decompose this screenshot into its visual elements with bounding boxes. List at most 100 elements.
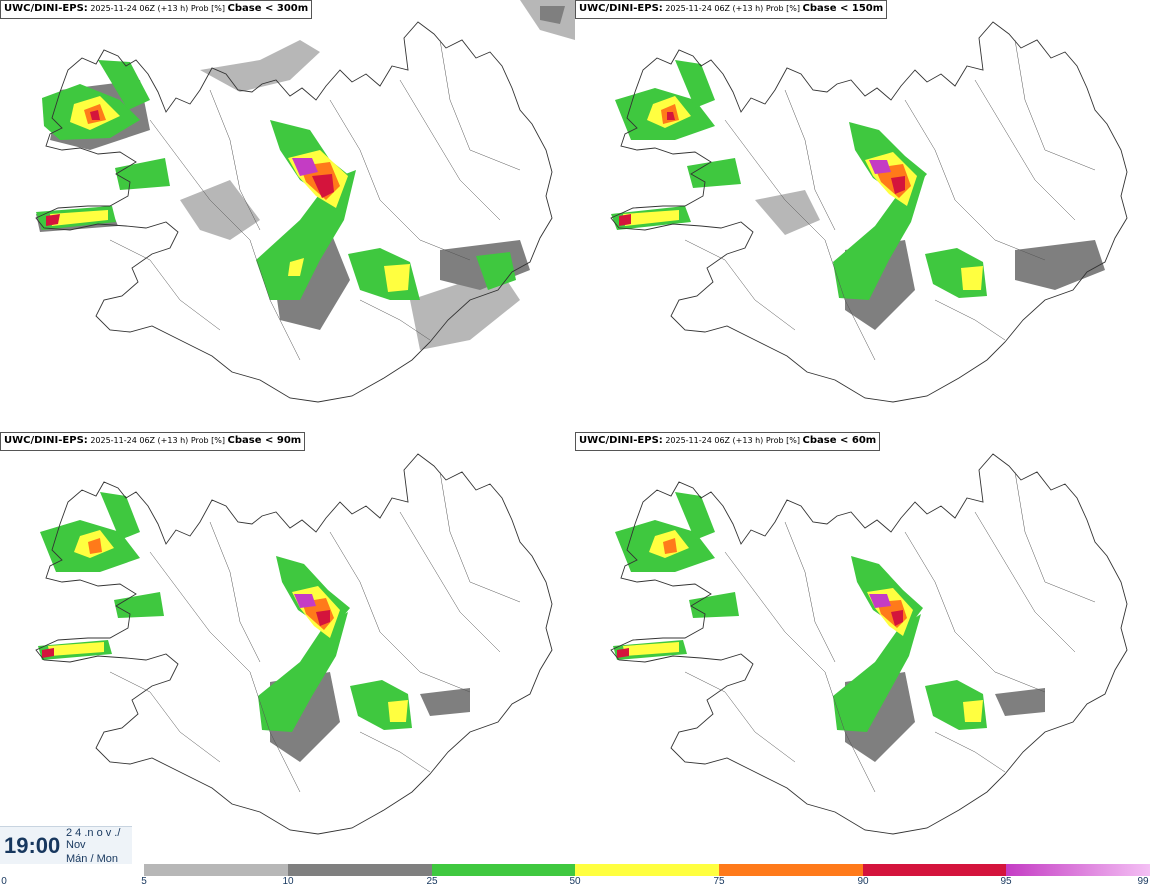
- region-boundary: [439, 471, 521, 603]
- region-boundary: [1014, 39, 1096, 171]
- probability-area: [46, 214, 60, 226]
- panel-title: UWC/DINI-EPS: 2025-11-24 06Z (+13 h) Pro…: [575, 0, 888, 19]
- probability-area: [961, 266, 983, 290]
- colorbar-segment: [144, 864, 288, 876]
- colorbar-tick-label: 75: [713, 876, 725, 887]
- region-boundary: [724, 551, 876, 793]
- region-boundary: [209, 89, 261, 231]
- probability-area: [50, 210, 108, 226]
- region-boundary: [149, 551, 301, 793]
- probability-area: [891, 176, 905, 194]
- probability-area: [755, 190, 820, 235]
- colorbar-tick-label: 50: [569, 876, 581, 887]
- probability-area: [663, 538, 677, 554]
- probability-area: [540, 6, 565, 24]
- probability-area: [200, 40, 320, 92]
- region-boundary: [974, 79, 1076, 221]
- valid-time-box: 19:00 2 4 .n o v ./ Nov Mán / Mon: [0, 826, 132, 867]
- probability-layer: [613, 492, 1045, 762]
- probability-area: [384, 264, 410, 292]
- valid-time: 19:00: [4, 833, 61, 858]
- probability-area: [687, 158, 741, 188]
- probability-area: [891, 610, 903, 626]
- region-boundary: [934, 299, 1006, 341]
- valid-month: Nov: [66, 839, 86, 851]
- colorbar-segment: [432, 864, 575, 876]
- probability-area: [114, 592, 164, 618]
- region-boundary: [904, 531, 1046, 693]
- probability-area: [623, 642, 679, 656]
- panel-title: UWC/DINI-EPS: 2025-11-24 06Z (+13 h) Pro…: [0, 432, 306, 451]
- region-boundary: [399, 79, 501, 221]
- coastline: [610, 453, 1128, 835]
- probability-area: [312, 174, 334, 198]
- region-boundary: [784, 521, 836, 663]
- region-boundary: [329, 99, 471, 261]
- colorbar-tick-label: 25: [426, 876, 438, 887]
- iceland-map: [35, 0, 575, 403]
- probability-area: [689, 592, 739, 618]
- region-boundary: [904, 99, 1046, 261]
- region-boundary: [974, 511, 1076, 653]
- probability-layer: [611, 60, 1105, 330]
- region-boundary: [934, 731, 1006, 773]
- probability-area: [869, 594, 891, 608]
- colorbar-segment: [288, 864, 432, 876]
- probability-area: [420, 688, 470, 716]
- iceland-map: [610, 21, 1128, 403]
- colorbar-segment: [719, 864, 863, 876]
- colorbar-tick-label: 99: [1137, 876, 1149, 887]
- map-panel-90m: UWC/DINI-EPS: 2025-11-24 06Z (+13 h) Pro…: [0, 432, 575, 864]
- probability-area: [48, 642, 104, 656]
- probability-area: [258, 612, 348, 732]
- probability-area: [388, 700, 408, 722]
- region-boundary: [359, 299, 431, 341]
- probability-area: [100, 492, 140, 540]
- colorbar-tick-label: 10: [282, 876, 294, 887]
- region-boundary: [209, 521, 261, 663]
- probability-area: [98, 60, 150, 110]
- probability-area: [675, 60, 715, 108]
- map-panel-60m: UWC/DINI-EPS: 2025-11-24 06Z (+13 h) Pro…: [575, 432, 1150, 864]
- map-panel-150m: UWC/DINI-EPS: 2025-11-24 06Z (+13 h) Pro…: [575, 0, 1150, 432]
- probability-area: [833, 176, 925, 300]
- probability-area: [88, 538, 102, 554]
- map-panel-300m: UWC/DINI-EPS: 2025-11-24 06Z (+13 h) Pro…: [0, 0, 575, 432]
- coastline: [610, 21, 1128, 403]
- colorbar-segment: [575, 864, 719, 876]
- probability-layer: [36, 0, 575, 350]
- probability-area: [90, 110, 100, 120]
- probability-area: [623, 210, 679, 226]
- probability-area: [995, 688, 1045, 716]
- region-boundary: [399, 511, 501, 653]
- colorbar-segment: [1006, 864, 1150, 876]
- region-boundary: [329, 531, 471, 693]
- region-boundary: [359, 731, 431, 773]
- probability-layer: [38, 492, 470, 762]
- probability-area: [667, 112, 675, 120]
- probability-area: [476, 252, 516, 290]
- probability-area: [410, 270, 520, 350]
- probability-area: [288, 258, 304, 276]
- probability-area: [316, 610, 330, 626]
- coastline: [35, 453, 553, 835]
- valid-weekday: Mán / Mon: [66, 853, 118, 865]
- panel-title: UWC/DINI-EPS: 2025-11-24 06Z (+13 h) Pro…: [0, 0, 313, 19]
- region-boundary: [149, 119, 301, 361]
- probability-area: [292, 158, 318, 176]
- region-boundary: [684, 671, 796, 763]
- iceland-map: [610, 453, 1128, 835]
- valid-date-line: 2 4 .n o v ./: [66, 827, 121, 839]
- probability-area: [115, 158, 170, 190]
- probability-area: [833, 614, 921, 732]
- region-boundary: [1014, 471, 1096, 603]
- region-boundary: [684, 239, 796, 331]
- probability-area: [1015, 240, 1105, 290]
- colorbar-tick-label: 90: [857, 876, 869, 887]
- colorbar-segment: [863, 864, 1006, 876]
- colorbar-tick-label: 95: [1000, 876, 1012, 887]
- iceland-map: [35, 453, 553, 835]
- probability-area: [963, 700, 983, 722]
- region-boundary: [439, 39, 521, 171]
- region-boundary: [109, 239, 221, 331]
